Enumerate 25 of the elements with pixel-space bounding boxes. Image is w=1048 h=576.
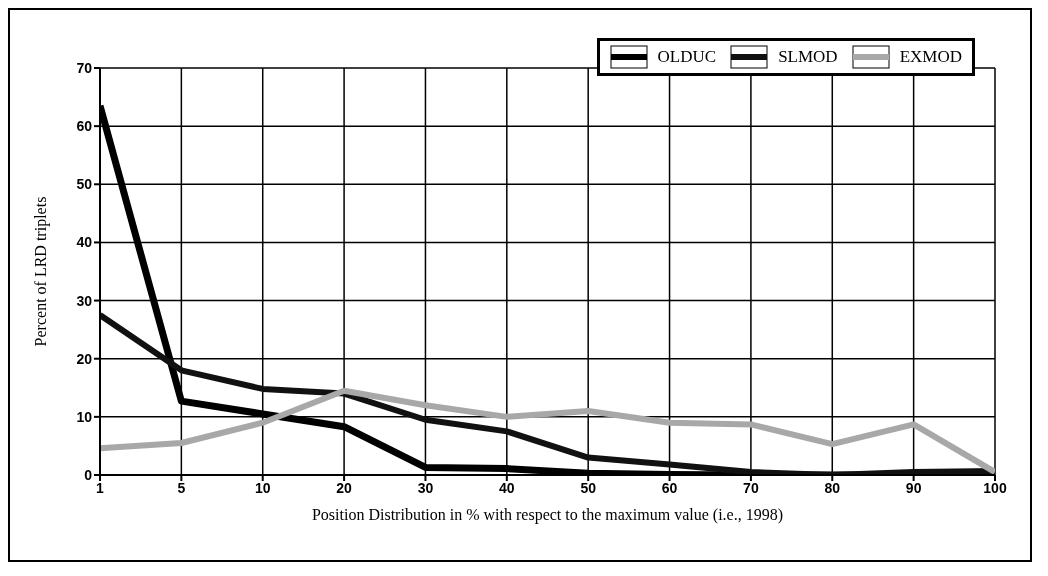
x-tick-label: 20 bbox=[336, 479, 353, 496]
x-axis-title: Position Distribution in % with respect to the maximum value (i.e., 1998) bbox=[311, 506, 784, 524]
x-tick-label: 30 bbox=[417, 479, 434, 496]
x-tick-label: 10 bbox=[254, 479, 271, 496]
y-tick-label: 0 bbox=[84, 466, 93, 483]
y-axis-title: Percent of LRD triplets bbox=[31, 196, 50, 347]
x-tick-label: 1 bbox=[96, 479, 105, 496]
y-tick-label: 20 bbox=[76, 350, 93, 367]
x-tick-label: 40 bbox=[499, 479, 515, 496]
x-tick-label: 50 bbox=[580, 479, 597, 496]
y-tick-label: 70 bbox=[76, 59, 93, 76]
y-tick-label: 60 bbox=[76, 118, 93, 135]
x-tick-label: 90 bbox=[905, 479, 922, 496]
x-tick-label: 5 bbox=[177, 479, 186, 496]
x-tick-label: 80 bbox=[824, 479, 841, 496]
y-tick-label: 30 bbox=[76, 292, 93, 309]
legend-label: EXMOD bbox=[899, 47, 962, 67]
y-tick-label: 10 bbox=[76, 408, 93, 425]
y-tick-label: 40 bbox=[76, 234, 93, 251]
x-tick-label: 60 bbox=[661, 479, 678, 496]
legend-label: OLDUC bbox=[657, 47, 717, 67]
y-tick-label: 50 bbox=[76, 176, 93, 193]
legend-label: SLMOD bbox=[778, 47, 838, 67]
x-tick-label: 100 bbox=[983, 479, 1007, 496]
x-tick-label: 70 bbox=[743, 479, 759, 496]
